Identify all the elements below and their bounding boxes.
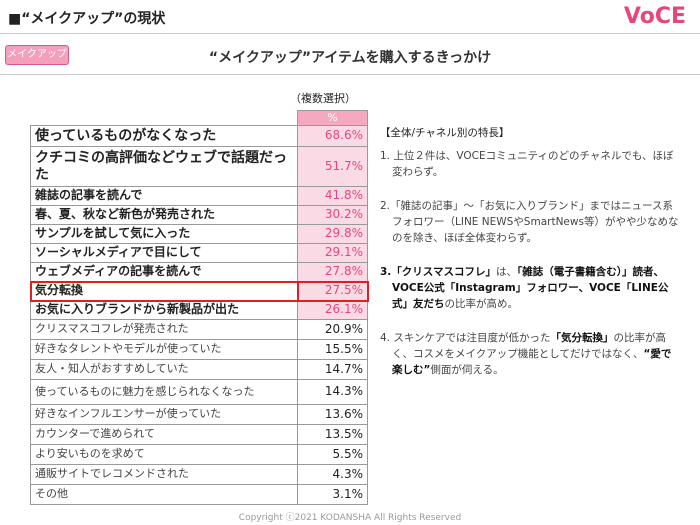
row-label: 使っているものがなくなった [30,125,298,147]
row-value: 3.1% [297,484,368,505]
row-value: 14.7% [297,359,368,380]
table-row: クリスマスコフレが発売された 20.9% [30,319,368,340]
row-label: お気に入りブランドから新製品が出た [30,300,298,320]
row-label: 友人・知人がおすすめしていた [30,359,298,380]
note-text: の比率が高く、コスメをメイクアップ機能としてだけではなく、 [392,332,667,360]
note-text: 「気分転換」 [550,332,614,344]
table-row: ウェブメディアの記事を読んで 27.8% [30,262,368,282]
table-row: ソーシャルメディアで目にして 29.1% [30,243,368,263]
row-value: 13.6% [297,404,368,425]
note-text: 側面が伺える。 [430,364,504,376]
note-item: 3.「クリスマスコフレ」は、「雑誌（電子書籍含む）」読者、VOCE公式「Inst… [380,264,680,312]
header-title: ■“メイクアップ”の現状 [8,11,166,27]
table-row: サンプルを試して気に入った 29.8% [30,224,368,244]
row-value: 27.5% [296,280,369,302]
row-value: 30.2% [297,205,368,225]
table-row: 友人・知人がおすすめしていた 14.7% [30,359,368,380]
row-value: 4.3% [297,464,368,485]
note-text: 4. スキンケアでは注目度が低かった [380,332,551,344]
table-row: 使っているものに魅力を感じられなくなった 14.3% [30,379,368,405]
table-row: 気分転換 27.5% [29,280,369,302]
tag: メイクアップ [5,45,69,65]
row-value: 13.5% [297,424,368,445]
row-label: その他 [30,484,298,505]
note-text: 「雑誌（電子書籍含む）」読者、VOCE公式「Instagram」フォロワー、VO… [392,266,669,310]
row-label: ソーシャルメディアで目にして [30,243,298,263]
row-label: より安いものを求めて [30,444,298,465]
row-label: クチコミの高評価などウェブで話題だった [30,146,298,187]
table-row: 通販サイトでレコメンドされた 4.3% [30,464,368,485]
row-label: クリスマスコフレが発売された [30,319,298,340]
row-value: 29.8% [297,224,368,244]
note-text: “愛で楽しむ” [392,348,672,376]
note-item: 4. スキンケアでは注目度が低かった「気分転換」の比率が高く、コスメをメイクアッ… [380,330,680,378]
subtitle: “メイクアップ”アイテムを購入するきっかけ [208,50,492,66]
table-row: 好きなインフルエンサーが使っていた 13.6% [30,404,368,425]
table-row: 使っているものがなくなった 68.6% [30,125,368,147]
row-label: 気分転換 [29,280,299,302]
notes-heading: 【全体/チャネル別の特長】 [380,127,510,139]
table-row: より安いものを求めて 5.5% [30,444,368,465]
row-value: 29.1% [297,243,368,263]
row-label: 雑誌の記事を読んで [30,186,298,206]
row-value: 14.3% [297,379,368,405]
table-row: その他 3.1% [30,484,368,505]
row-label: サンプルを試して気に入った [30,224,298,244]
table-row: お気に入りブランドから新製品が出た 26.1% [30,300,368,320]
row-label: 好きなインフルエンサーが使っていた [30,404,298,425]
table: % 使っているものがなくなった 68.6% クチコミの高評価などウェブで話題だった 5… [29,110,369,505]
row-label: カウンターで進められて [30,424,298,445]
footer: Copyright ⓒ2021 KODANSHA All Rights Rese… [238,513,462,523]
row-label: ウェブメディアの記事を読んで [30,262,298,282]
row-label: 春、夏、秋など新色が発売された [30,205,298,225]
note-item: 1. 上位２件は、VOCEコミュニティのどのチャネルでも、ほぼ変わらず。 [380,148,680,180]
row-value: 26.1% [297,300,368,320]
note-text: は、 [495,266,517,278]
row-label: 好きなタレントやモデルが使っていた [30,339,298,360]
row-value: 51.7% [297,146,368,187]
note-text: の比率が高め。 [444,298,519,310]
note-list: 1. 上位２件は、VOCEコミュニティのどのチャネルでも、ほぼ変わらず。 2.「雑… [380,148,680,378]
row-value: 15.5% [297,339,368,360]
notes: 【全体/チャネル別の特長】 1. 上位２件は、VOCEコミュニティのどのチャネル… [380,125,680,396]
table-row: 雑誌の記事を読んで 41.8% [30,186,368,206]
logo: VoCE [623,4,686,29]
note-text: 2.「雑誌の記事」～「お気に入りブランド」まではニュース系フォロワー（LINE … [380,200,679,244]
note-text: 3.「クリスマスコフレ」 [380,266,496,278]
column-header: % [297,110,368,126]
row-label: 通販サイトでレコメンドされた [30,464,298,485]
note-text: 1. 上位２件は、VOCEコミュニティのどのチャネルでも、ほぼ変わらず。 [380,150,674,178]
table-row: 春、夏、秋など新色が発売された 30.2% [30,205,368,225]
row-value: 20.9% [297,319,368,340]
row-value: 5.5% [297,444,368,465]
subtitle-rule [0,74,700,75]
row-label: 使っているものに魅力を感じられなくなった [30,379,298,405]
table-row: 好きなタレントやモデルが使っていた 15.5% [30,339,368,360]
table-note: （複数選択） [290,92,356,105]
row-value: 27.8% [297,262,368,282]
row-value: 41.8% [297,186,368,206]
header-rule [0,33,700,34]
table-row: カウンターで進められて 13.5% [30,424,368,445]
row-value: 68.6% [297,125,368,147]
note-item: 2.「雑誌の記事」～「お気に入りブランド」まではニュース系フォロワー（LINE … [380,198,680,246]
table-row: クチコミの高評価などウェブで話題だった 51.7% [30,146,368,187]
